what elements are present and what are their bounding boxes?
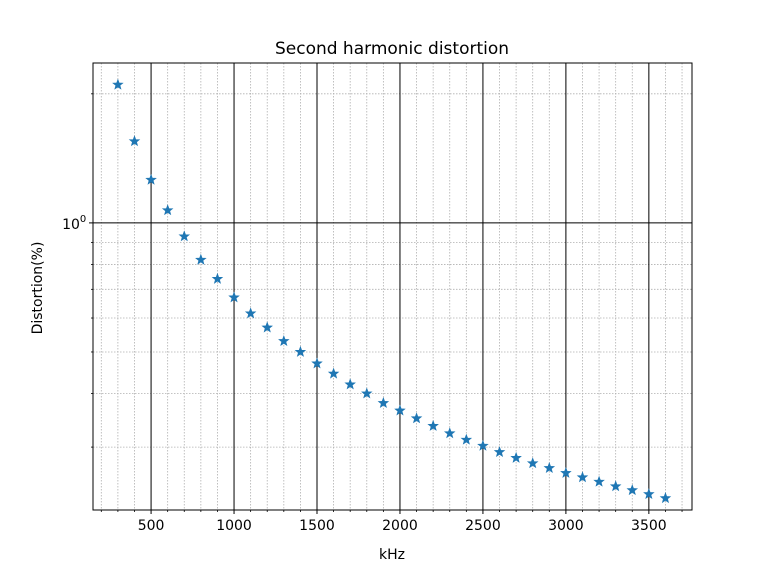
data-point — [311, 357, 323, 369]
data-point — [361, 387, 373, 399]
data-point — [178, 230, 191, 242]
data-point — [377, 397, 390, 408]
data-point — [195, 253, 207, 265]
data-point — [128, 135, 141, 147]
data-point — [244, 307, 257, 319]
data-point — [145, 173, 157, 185]
axis-tick-labels: 500 1000 1500 2000 2500 3000 3500 10 0 — [62, 214, 667, 534]
data-point — [228, 291, 240, 303]
data-point — [609, 480, 622, 492]
data-point — [427, 419, 439, 431]
data-point — [344, 378, 356, 390]
data-point — [477, 439, 489, 451]
data-point — [327, 367, 340, 379]
y-tick-label-exponent: 0 — [80, 214, 86, 225]
plot-frame — [92, 62, 693, 511]
data-point — [493, 446, 506, 458]
data-points — [112, 78, 672, 504]
data-point — [294, 345, 307, 357]
x-axis-label: kHz — [379, 547, 405, 563]
chart-title: Second harmonic distortion — [275, 39, 509, 59]
data-point — [394, 404, 406, 416]
x-tick-label: 3500 — [631, 518, 667, 534]
data-point — [543, 462, 556, 473]
x-tick-label: 1000 — [216, 518, 252, 534]
data-point — [278, 335, 290, 347]
data-point — [659, 492, 672, 504]
data-point — [526, 457, 539, 469]
data-point — [261, 321, 273, 333]
major-grid — [93, 63, 692, 510]
data-point — [576, 471, 589, 483]
data-point — [593, 475, 605, 487]
y-axis-label: Distortion(%) — [30, 242, 46, 335]
data-point — [643, 488, 655, 500]
data-point — [211, 272, 224, 284]
data-point — [161, 204, 174, 216]
x-tick-label: 3000 — [548, 518, 584, 534]
data-point — [112, 78, 124, 90]
data-point — [626, 484, 639, 496]
x-tick-label: 2500 — [465, 518, 501, 534]
x-tick-label: 500 — [138, 518, 165, 534]
data-point — [560, 466, 572, 478]
data-point — [460, 433, 473, 445]
data-point — [410, 412, 423, 424]
data-point — [443, 427, 456, 439]
data-point — [510, 451, 522, 463]
x-tick-label: 1500 — [299, 518, 335, 534]
x-tick-label: 2000 — [382, 518, 418, 534]
y-tick-label: 10 — [62, 217, 80, 233]
